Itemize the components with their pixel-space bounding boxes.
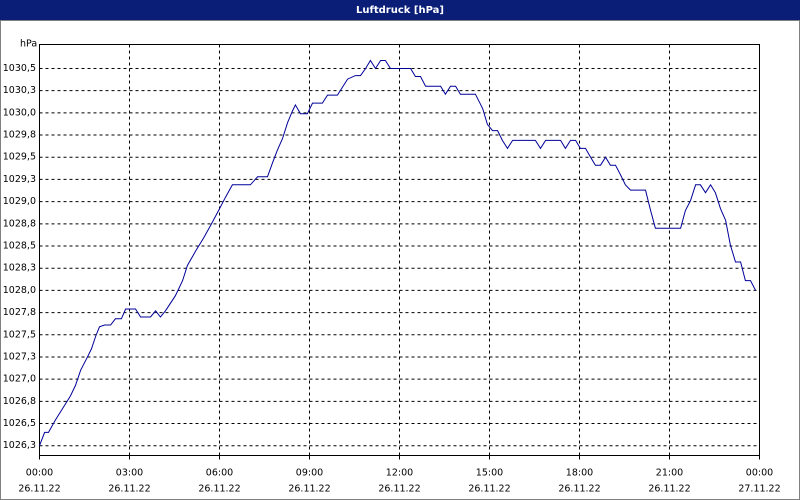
y-tick-label: 1028,5 (3, 241, 36, 252)
y-tick-label: 1027,3 (3, 351, 36, 362)
x-tick-label: 21:00 (656, 468, 683, 479)
line-series (39, 59, 757, 446)
x-tick-label: 06:00 (206, 468, 233, 479)
y-tick-label: 1027,0 (3, 374, 36, 385)
y-tick-label: 1029,3 (3, 174, 36, 185)
y-axis-label: hPa (20, 39, 37, 50)
x-tick-label: 12:00 (386, 468, 413, 479)
x-tick-label: 09:00 (296, 468, 323, 479)
x-tick-date: 26.11.22 (648, 484, 690, 495)
x-tick-date: 26.11.22 (558, 484, 600, 495)
y-tick-label: 1029,8 (3, 130, 36, 141)
x-tick-label: 00:00 (26, 468, 53, 479)
y-tick-label: 1027,5 (3, 329, 36, 340)
y-tick-label: 1029,0 (3, 196, 36, 207)
y-tick-label: 1028,0 (3, 285, 36, 296)
y-tick-label: 1030,0 (3, 107, 36, 118)
y-tick-label: 1028,3 (3, 263, 36, 274)
y-tick-label: 1030,3 (3, 85, 36, 96)
title-bar (0, 0, 800, 20)
y-tick-label: 1029,5 (3, 152, 36, 163)
x-tick-date: 26.11.22 (468, 484, 510, 495)
y-tick-label: 1030,5 (3, 63, 36, 74)
x-tick-date: 26.11.22 (18, 484, 60, 495)
x-tick-label: 15:00 (476, 468, 503, 479)
x-tick-date: 26.11.22 (198, 484, 240, 495)
x-tick-date: 26.11.22 (108, 484, 150, 495)
y-tick-label: 1026,8 (3, 396, 36, 407)
window-border (0, 20, 800, 500)
y-tick-label: 1027,8 (3, 307, 36, 318)
x-tick-date: 27.11.22 (738, 484, 780, 495)
x-tick-label: 03:00 (116, 468, 143, 479)
y-tick-label: 1026,3 (3, 440, 36, 451)
x-tick-label: 00:00 (746, 468, 773, 479)
chart-title: Luftdruck [hPa] (356, 5, 444, 16)
x-tick-label: 18:00 (566, 468, 593, 479)
y-tick-label: 1028,8 (3, 218, 36, 229)
y-tick-label: 1026,5 (3, 418, 36, 429)
x-tick-date: 26.11.22 (378, 484, 420, 495)
x-tick-date: 26.11.22 (288, 484, 330, 495)
